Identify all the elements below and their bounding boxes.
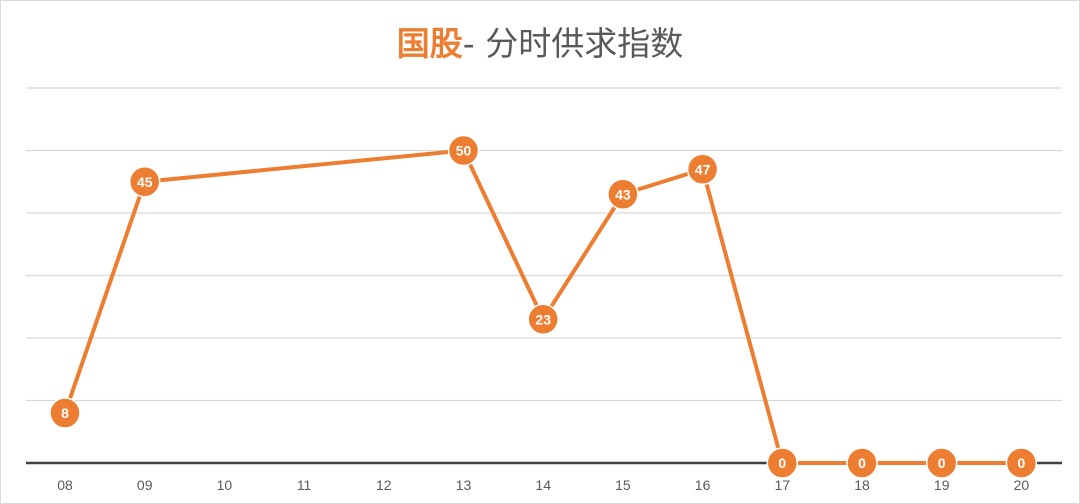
x-tick-label: 14 bbox=[535, 477, 551, 493]
x-tick-label: 20 bbox=[1014, 477, 1030, 493]
x-tick-label: 08 bbox=[57, 477, 73, 493]
gridlines bbox=[26, 87, 1062, 402]
data-label: 0 bbox=[778, 455, 786, 471]
x-tick-label: 09 bbox=[137, 477, 153, 493]
x-tick-label: 13 bbox=[456, 477, 472, 493]
data-point-marker bbox=[925, 447, 958, 479]
data-label: 0 bbox=[858, 455, 866, 471]
data-point-marker bbox=[447, 134, 480, 167]
data-point-marker bbox=[766, 447, 799, 479]
data-label: 0 bbox=[1018, 455, 1026, 471]
data-point-marker bbox=[686, 153, 719, 185]
data-label: 0 bbox=[938, 455, 946, 471]
data-point-marker bbox=[527, 303, 559, 335]
data-label: 50 bbox=[456, 143, 472, 159]
data-label: 47 bbox=[695, 161, 711, 177]
x-tick-label: 10 bbox=[217, 477, 233, 493]
data-markers: 8 45 50 23 43 47 0 0 0 0 bbox=[49, 134, 1038, 479]
data-label: 43 bbox=[615, 186, 631, 202]
x-tick-label: 19 bbox=[934, 477, 950, 493]
chart-title-rest: - 分时供求指数 bbox=[462, 24, 684, 63]
data-label: 23 bbox=[535, 311, 551, 327]
chart-title: 国股- 分时供求指数 bbox=[0, 22, 1080, 66]
x-tick-label: 18 bbox=[854, 477, 870, 493]
series-line bbox=[63, 148, 1022, 465]
data-point-marker bbox=[49, 397, 81, 429]
data-point-marker bbox=[846, 447, 878, 479]
x-tick-label: 15 bbox=[615, 477, 631, 493]
data-label: 45 bbox=[137, 174, 153, 190]
x-tick-label: 12 bbox=[376, 477, 392, 493]
x-tick-labels: 08 09 10 11 12 13 14 15 16 17 18 19 20 bbox=[57, 477, 1029, 493]
data-point-marker bbox=[607, 178, 639, 210]
data-point-marker bbox=[1005, 447, 1038, 479]
data-label: 8 bbox=[61, 405, 69, 421]
chart-title-highlight: 国股 bbox=[396, 24, 463, 63]
x-tick-label: 16 bbox=[695, 477, 711, 493]
x-tick-label: 17 bbox=[775, 477, 791, 493]
data-point-marker bbox=[128, 166, 161, 198]
x-tick-label: 11 bbox=[297, 477, 312, 493]
